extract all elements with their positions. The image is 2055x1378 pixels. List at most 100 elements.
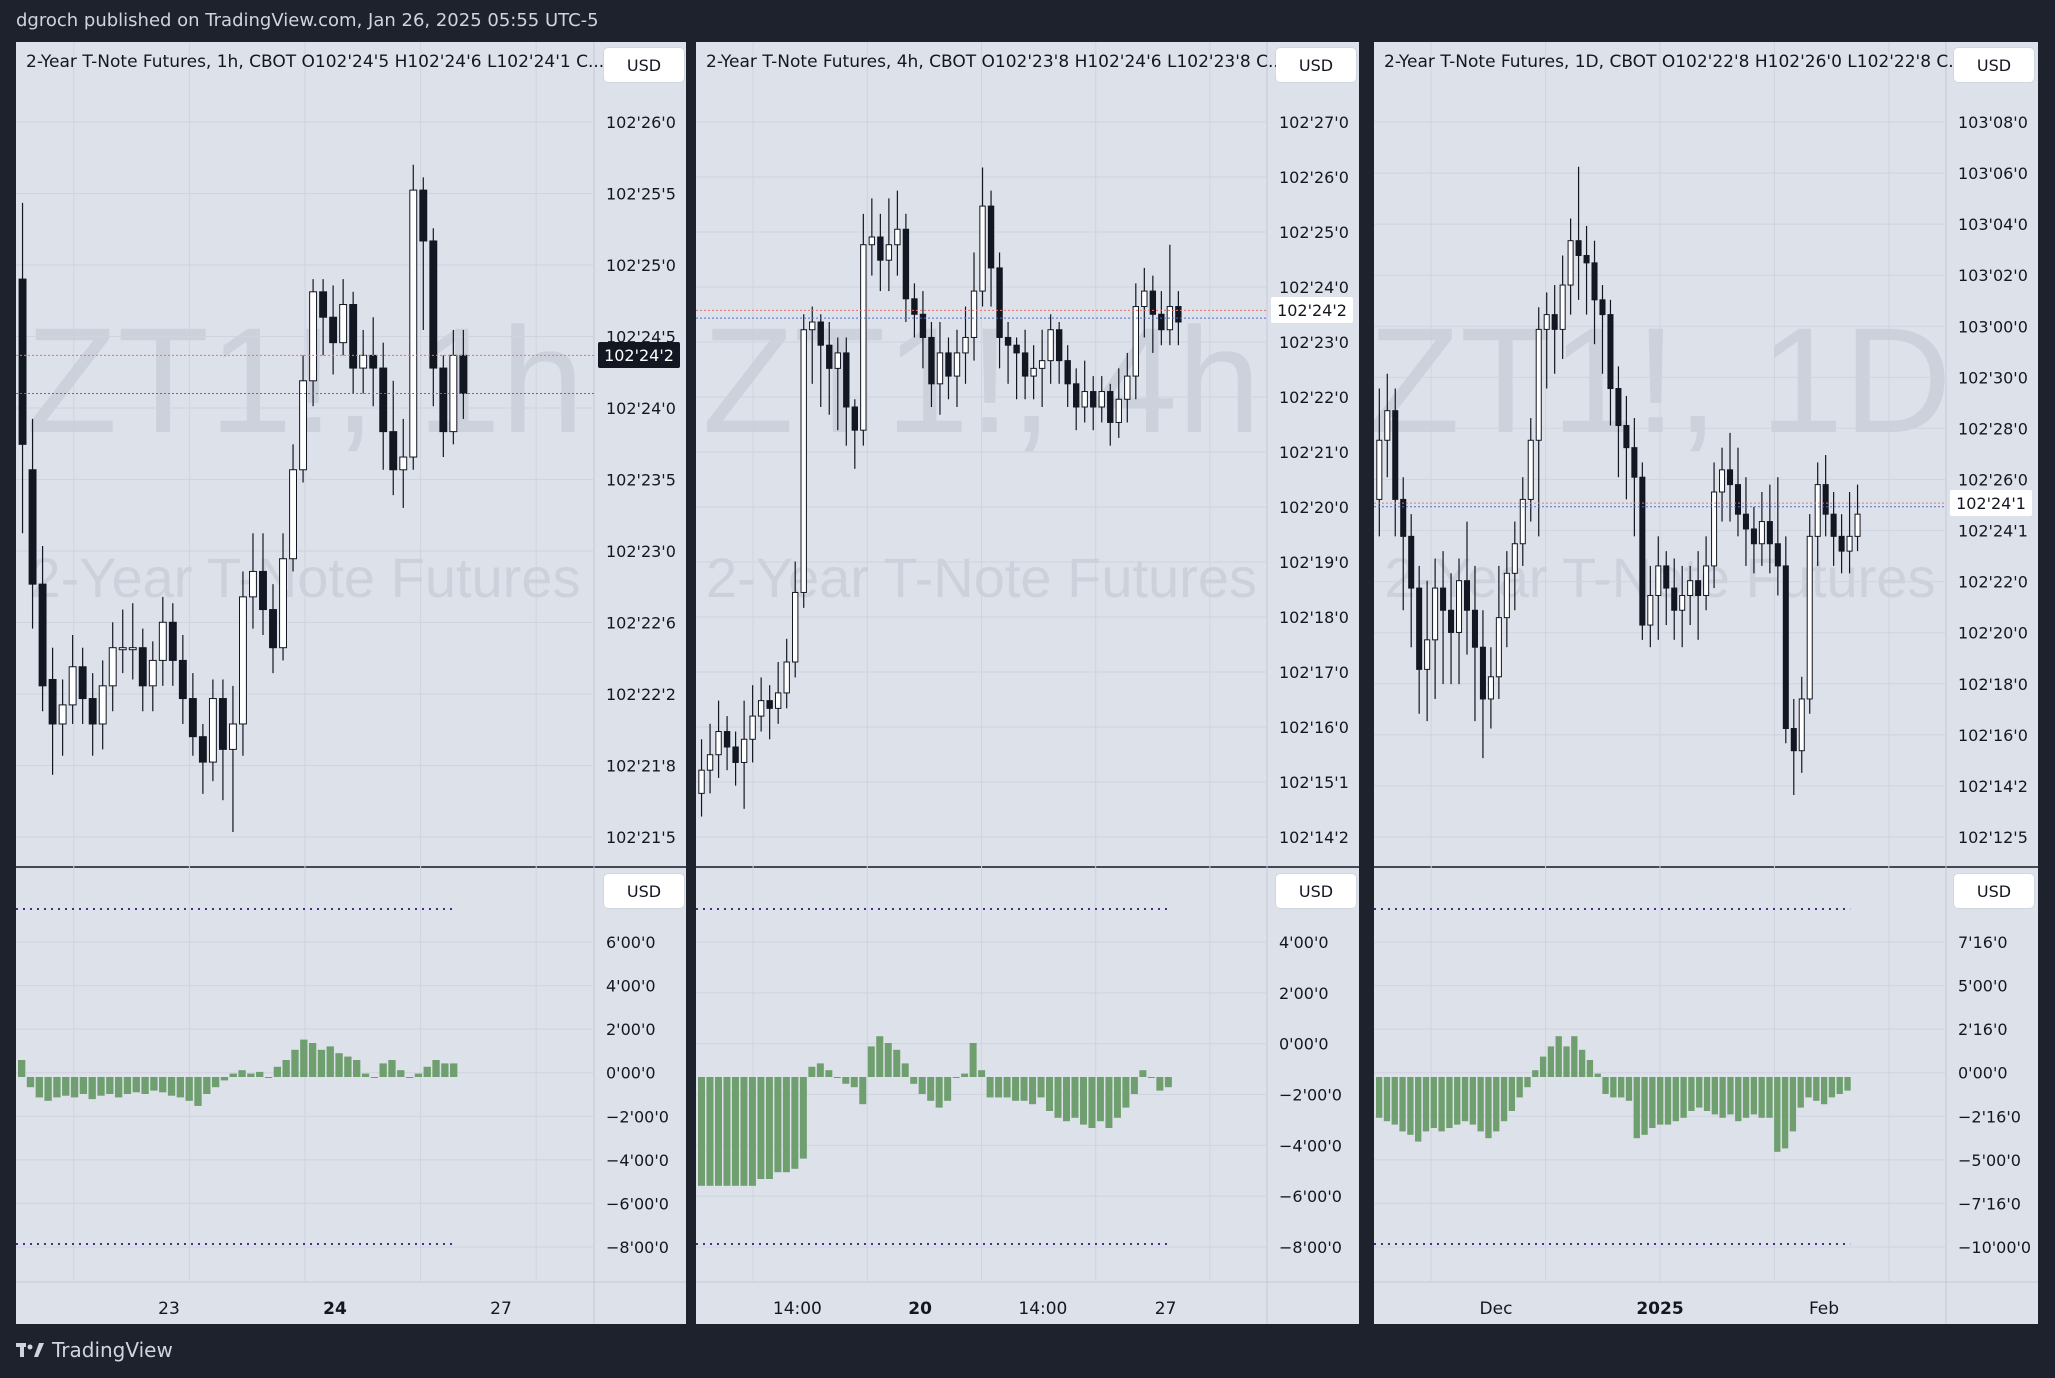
- osc-tick-label: 4'00'0: [606, 977, 656, 996]
- histogram-bar: [1063, 1077, 1070, 1122]
- candle-body: [1511, 543, 1518, 574]
- candle-body: [1647, 594, 1654, 626]
- time-tick-label: 27: [1155, 1299, 1177, 1319]
- currency-button[interactable]: USD: [1954, 48, 2034, 82]
- candle-body: [379, 367, 388, 433]
- chart-canvas: ZT1!, 1D2-Year T-Note Futures103'08'0103…: [1374, 42, 2038, 1324]
- candle-body: [1004, 336, 1012, 346]
- price-tick-label: 102'22'2: [606, 685, 676, 704]
- histogram-bar: [1079, 1077, 1087, 1125]
- candle-body: [723, 731, 731, 748]
- candle-body: [1535, 328, 1542, 441]
- histogram-bar: [944, 1077, 952, 1101]
- histogram-bar: [35, 1077, 43, 1098]
- histogram-bar: [132, 1077, 140, 1093]
- chart-panel-1d[interactable]: ZT1!, 1D 2-Year T-Note Futures 103'08'0 103…: [1374, 42, 2038, 1324]
- candle-body: [249, 570, 257, 598]
- candle-body: [996, 267, 1003, 338]
- price-tick-label: 102'16'0: [1958, 726, 2028, 745]
- chart-panel-4h[interactable]: ZT1!, 4h 2-Year T-Note Futures 102'27'0 102…: [696, 42, 1359, 1324]
- candle-body: [749, 715, 756, 740]
- candle-body: [1158, 313, 1165, 331]
- price-tick-label: 102'12'5: [1958, 828, 2028, 847]
- footer-brand[interactable]: TradingView: [16, 1338, 173, 1362]
- price-tick-label: 102'17'0: [1279, 663, 1349, 682]
- price-tick-label: 103'00'0: [1958, 317, 2028, 336]
- candle-body: [289, 469, 298, 560]
- time-tick-label: 2025: [1636, 1299, 1683, 1319]
- candle-body: [299, 380, 308, 471]
- candle-body: [1838, 535, 1845, 552]
- histogram-bar: [370, 1077, 378, 1078]
- chart-panel-1h[interactable]: ZT1!, 1h 2-Year T-Note Futures 102'26'0 102…: [16, 42, 686, 1324]
- candle-body: [1575, 240, 1582, 256]
- histogram-bar: [1719, 1077, 1726, 1118]
- candle-body: [800, 329, 807, 593]
- candle-body: [1790, 728, 1797, 752]
- histogram-bar: [185, 1077, 193, 1101]
- histogram-bar: [1625, 1077, 1633, 1101]
- price-tick-label: 102'16'0: [1279, 718, 1349, 737]
- candle-body: [38, 583, 47, 687]
- tradingview-logo-icon: [16, 1343, 44, 1357]
- candle-body: [68, 666, 77, 706]
- osc-tick-label: −5'00'0: [1958, 1151, 2021, 1170]
- histogram-bar: [397, 1070, 405, 1077]
- histogram-bar: [1054, 1077, 1062, 1118]
- currency-button-lower[interactable]: USD: [1276, 874, 1356, 908]
- currency-button-lower[interactable]: USD: [1954, 874, 2034, 908]
- candle-body: [1495, 617, 1502, 678]
- histogram-bar: [123, 1077, 132, 1094]
- histogram-bar: [53, 1077, 61, 1098]
- candle-body: [834, 352, 841, 369]
- histogram-bar: [1610, 1077, 1617, 1098]
- price-tick-label: 102'27'0: [1279, 113, 1349, 132]
- candle-body: [339, 304, 348, 344]
- histogram-bar: [774, 1077, 782, 1173]
- candle-body: [459, 354, 468, 394]
- price-tick-label: 102'23'0: [606, 542, 676, 561]
- candle-body: [894, 228, 901, 246]
- candle-body: [1719, 469, 1726, 493]
- histogram-bar: [842, 1077, 850, 1084]
- histogram-bar: [176, 1077, 185, 1098]
- candle-body: [792, 591, 799, 663]
- candle-body: [1750, 528, 1757, 545]
- histogram-bar: [1742, 1077, 1750, 1118]
- candle-body: [809, 321, 816, 331]
- histogram-bar: [740, 1077, 748, 1186]
- histogram-bar: [1164, 1077, 1172, 1088]
- histogram-bar: [1147, 1077, 1155, 1078]
- histogram-bar: [825, 1070, 833, 1077]
- histogram-bar: [1524, 1077, 1531, 1088]
- price-tick-label: 102'25'5: [606, 185, 676, 204]
- price-tick-label: 103'02'0: [1958, 266, 2028, 285]
- histogram-bar: [799, 1077, 807, 1159]
- histogram-bar: [141, 1077, 149, 1094]
- histogram-bar: [291, 1049, 299, 1077]
- currency-button[interactable]: USD: [604, 48, 684, 82]
- chart-legend: 2-Year T-Note Futures, 1D, CBOT O102'22'…: [1384, 52, 1965, 72]
- candle-body: [88, 698, 97, 725]
- osc-tick-label: 0'00'0: [1958, 1064, 2008, 1083]
- histogram-bar: [1539, 1056, 1547, 1077]
- histogram-bar: [867, 1046, 875, 1077]
- currency-button[interactable]: USD: [1276, 48, 1356, 82]
- histogram-bar: [1688, 1077, 1695, 1111]
- candle-body: [98, 685, 107, 725]
- histogram-bar: [264, 1077, 273, 1078]
- candle-body: [1519, 498, 1526, 545]
- currency-button-lower[interactable]: USD: [604, 874, 684, 908]
- histogram-bar: [1766, 1077, 1773, 1118]
- time-tick-label: 24: [323, 1299, 347, 1319]
- histogram-bar: [203, 1077, 211, 1094]
- time-tick-label: 20: [908, 1299, 932, 1319]
- candle-body: [1479, 646, 1486, 700]
- candle-body: [1424, 639, 1431, 670]
- candle-body: [911, 298, 918, 315]
- candle-body: [953, 352, 961, 377]
- histogram-bar: [1797, 1077, 1804, 1108]
- histogram-bar: [300, 1039, 308, 1077]
- candle-body: [1456, 580, 1463, 633]
- candle-body: [399, 456, 408, 471]
